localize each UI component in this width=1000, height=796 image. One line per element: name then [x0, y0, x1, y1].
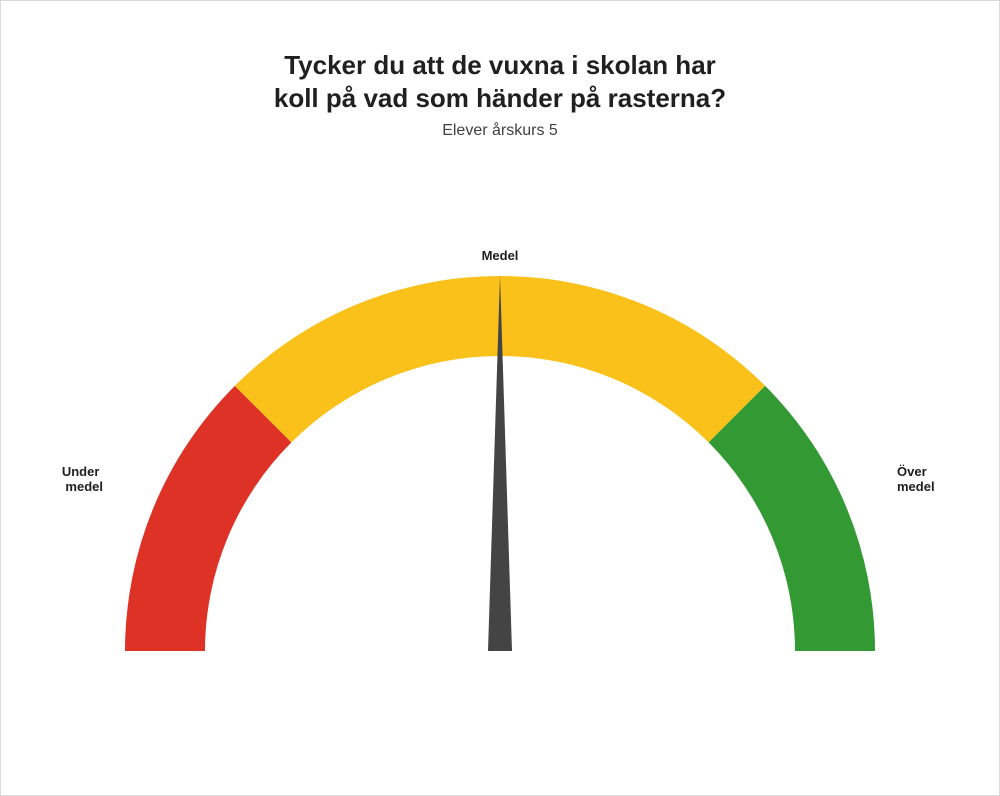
- gauge-container: Under medel Medel Över medel: [1, 181, 999, 741]
- title-line-2: koll på vad som händer på rasterna?: [1, 82, 999, 115]
- subtitle: Elever årskurs 5: [1, 122, 999, 140]
- gauge-segment-0: [125, 386, 291, 651]
- gauge-segment-2: [709, 386, 875, 651]
- title-line-1: Tycker du att de vuxna i skolan har: [1, 49, 999, 82]
- gauge-label-over-medel: Över medel: [897, 464, 935, 494]
- title-block: Tycker du att de vuxna i skolan har koll…: [1, 49, 999, 140]
- gauge-label-medel: Medel: [482, 248, 519, 263]
- gauge-label-under-medel: Under medel: [62, 464, 103, 494]
- gauge-chart: Under medel Medel Över medel: [50, 181, 950, 741]
- chart-frame: Tycker du att de vuxna i skolan har koll…: [0, 0, 1000, 796]
